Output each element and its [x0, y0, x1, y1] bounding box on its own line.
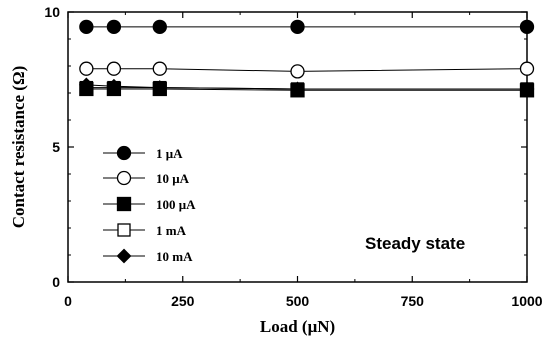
- series-line: [86, 68, 528, 72]
- data-point: [152, 81, 167, 97]
- x-tick-label: 0: [64, 293, 72, 309]
- x-tick-label: 500: [286, 293, 310, 309]
- legend-label: 100 μA: [156, 197, 196, 212]
- series-5: [78, 77, 535, 97]
- x-tick-label: 750: [401, 293, 425, 309]
- legend-entry: 1 μA: [103, 145, 183, 161]
- legend: 1 μA 10 μA 100 μA 1 mA 10 mA: [103, 145, 196, 264]
- y-tick-label: 0: [52, 274, 60, 290]
- data-point: [106, 81, 122, 97]
- legend-label: 1 mA: [156, 223, 187, 238]
- legend-marker: [116, 196, 132, 212]
- legend-label: 10 μA: [156, 171, 190, 186]
- series-4: [79, 80, 534, 96]
- legend-marker: [116, 145, 132, 161]
- series-2: [79, 61, 535, 79]
- data-point: [106, 19, 122, 35]
- legend-label: 1 μA: [156, 146, 183, 161]
- x-tick-label: 1000: [511, 293, 542, 309]
- data-point: [79, 81, 94, 97]
- y-tick-label: 5: [52, 139, 60, 155]
- legend-marker: [116, 170, 132, 186]
- y-axis-title: Contact resistance (Ω): [9, 66, 28, 228]
- data-point: [152, 61, 167, 76]
- data-point: [290, 64, 305, 79]
- legend-label: 10 mA: [156, 249, 193, 264]
- data-point: [519, 61, 535, 76]
- series-1: [79, 19, 535, 35]
- data-point: [152, 19, 167, 35]
- data-point: [79, 19, 94, 35]
- series-layer: [78, 19, 535, 98]
- x-tick-label: 250: [171, 293, 195, 309]
- data-point: [290, 83, 305, 98]
- data-point: [106, 61, 122, 76]
- series-3: [79, 81, 535, 98]
- data-point: [79, 61, 94, 76]
- legend-entry: 10 mA: [103, 248, 193, 264]
- series-line: [86, 84, 527, 90]
- legend-entry: 10 μA: [103, 170, 190, 186]
- data-point: [519, 19, 535, 35]
- data-point: [290, 19, 305, 35]
- legend-entry: 1 mA: [103, 223, 187, 238]
- y-tick-label: 10: [44, 4, 60, 20]
- legend-entry: 100 μA: [103, 196, 196, 212]
- x-axis-title: Load (μN): [260, 317, 335, 336]
- data-point: [519, 83, 535, 98]
- ticks-layer: 0 250 500 750 1000 0 5 10: [44, 4, 542, 309]
- annotation-steady-state: Steady state: [365, 234, 465, 253]
- legend-marker: [116, 248, 132, 264]
- legend-marker: [117, 223, 131, 237]
